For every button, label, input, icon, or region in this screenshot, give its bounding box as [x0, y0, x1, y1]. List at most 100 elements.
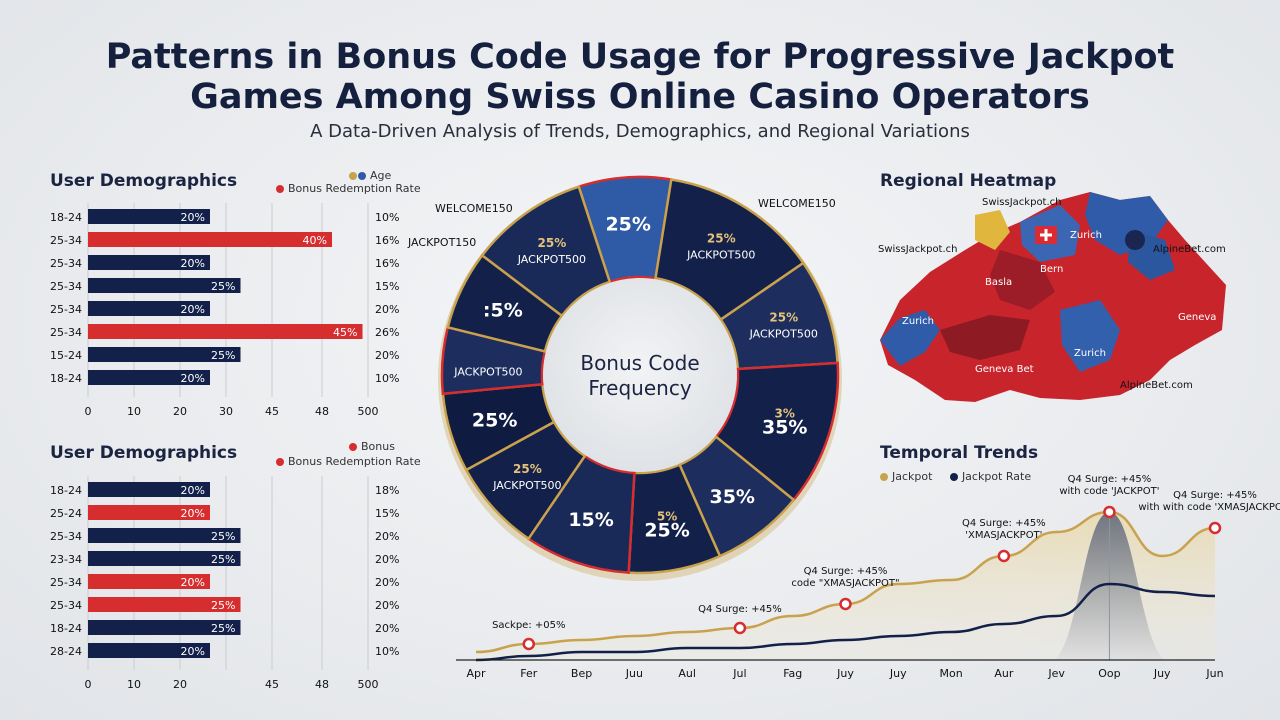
jackpot-line [475, 510, 1216, 654]
annotation-text: 'XMASJACKPOT' [965, 530, 1042, 541]
right-label: 20% [375, 349, 399, 362]
trends-title: Temporal Trends [880, 443, 1039, 463]
segment-percent-label: 25% [605, 213, 650, 235]
bar [88, 209, 210, 224]
x-tick-label: 0 [85, 678, 92, 691]
page-title-line-2: Games Among Swiss Online Casino Operator… [190, 77, 1090, 117]
peak-highlight [1054, 512, 1165, 660]
right-label: 20% [375, 553, 399, 566]
demographics-top-legend-age: Age [349, 169, 391, 182]
x-tick-label: 20 [173, 405, 187, 418]
segment-percent-label: 15% [568, 509, 613, 531]
x-tick-label: Juy [889, 667, 907, 680]
bar [88, 574, 210, 589]
region-east [1085, 192, 1168, 255]
data-label: 25% [211, 599, 235, 612]
donut-segment [627, 463, 722, 575]
segment-percent-label: :5% [483, 299, 523, 321]
heatmap-map [880, 192, 1226, 402]
heatmap-label: Bern [1040, 264, 1063, 275]
category-label: 25-34 [50, 234, 82, 247]
bar [88, 301, 210, 316]
demographics-top-legend-rate: Bonus Redemption Rate [276, 182, 421, 195]
segment-percent-label: 25% [707, 232, 736, 246]
category-label: 23-34 [50, 553, 82, 566]
demographics-top-title: User Demographics [50, 171, 238, 191]
bar [88, 597, 241, 612]
annotation-marker [997, 549, 1011, 563]
category-label: 25-34 [50, 599, 82, 612]
region-bern [940, 315, 1030, 360]
heatmap-title: Regional Heatmap [880, 171, 1057, 191]
category-label: 28-24 [50, 645, 82, 658]
donut-segment [440, 325, 547, 396]
data-label: 20% [181, 303, 205, 316]
bar [88, 505, 210, 520]
annotation-marker [522, 637, 536, 651]
bar [88, 482, 210, 497]
category-label: 25-34 [50, 576, 82, 589]
x-tick-label: Jun [1205, 667, 1223, 680]
jackpot-rate-line [475, 582, 1216, 662]
annotation-text: Q4 Surge: +45% [1068, 474, 1152, 485]
donut-segment [714, 361, 840, 502]
region-graubunden [1128, 230, 1175, 280]
donut-segment [677, 435, 796, 558]
data-label: 20% [181, 507, 205, 520]
annotation-text: with code 'JACKPOT' [1059, 486, 1159, 497]
bar [88, 370, 210, 385]
region-geneva-area [880, 310, 940, 366]
bar [88, 255, 210, 270]
outer-code-label: WELCOME150 [758, 197, 836, 210]
right-label: 26% [375, 326, 399, 339]
operator-badge [1125, 230, 1145, 250]
annotation-text: code "XMASJACKPOT" [791, 578, 899, 589]
donut-center-label: Bonus Code [580, 351, 699, 375]
annotation-marker [1103, 505, 1116, 519]
right-label: 20% [375, 303, 399, 316]
data-label: 20% [181, 645, 205, 658]
segment-code-label: JACKPOT500 [749, 328, 818, 341]
bar [88, 551, 241, 566]
swiss-flag [1035, 226, 1057, 244]
right-label: 15% [375, 280, 399, 293]
region-central [990, 250, 1055, 310]
region-zurich [1020, 205, 1080, 262]
bar [88, 324, 363, 339]
demographics-bottom-legend-rate: Bonus Redemption Rate [276, 455, 421, 468]
switzerland-outline [880, 192, 1226, 402]
outer-code-label: JACKPOT150 [407, 236, 476, 249]
segment-percent-label: 25% [513, 462, 542, 476]
bar [88, 528, 241, 543]
bar [88, 232, 332, 247]
category-label: 25-24 [50, 507, 82, 520]
heatmap-label: Geneva Bet [975, 364, 1034, 375]
x-tick-label: Aur [994, 667, 1013, 680]
category-label: 25-34 [50, 303, 82, 316]
data-label: 40% [303, 234, 327, 247]
annotation-text: Q4 Surge: +45% [804, 566, 888, 577]
heatmap-label: Zurich [902, 316, 934, 327]
region-ticino [1060, 300, 1120, 372]
right-label: 20% [375, 530, 399, 543]
category-label: 18-24 [50, 372, 82, 385]
segment-percent-label: 3% [775, 406, 795, 420]
bar [88, 620, 241, 635]
heatmap-label: AlpineBet.com [1153, 244, 1226, 255]
right-label: 10% [375, 372, 399, 385]
bar [88, 347, 241, 362]
annotation-marker [1208, 521, 1222, 535]
annotation-marker [733, 621, 747, 635]
category-label: 25-34 [50, 530, 82, 543]
x-tick-label: 20 [173, 678, 187, 691]
annotation-marker [839, 597, 852, 611]
x-tick-label: Aul [678, 667, 696, 680]
donut-segment [480, 185, 612, 318]
right-label: 15% [375, 507, 399, 520]
x-tick-label: Juy [836, 667, 854, 680]
bar [88, 278, 241, 293]
segment-code-label: JACKPOT500 [686, 249, 755, 262]
outer-code-label: WELCOME150 [435, 202, 513, 215]
right-label: 10% [375, 211, 399, 224]
category-label: 25-34 [50, 257, 82, 270]
